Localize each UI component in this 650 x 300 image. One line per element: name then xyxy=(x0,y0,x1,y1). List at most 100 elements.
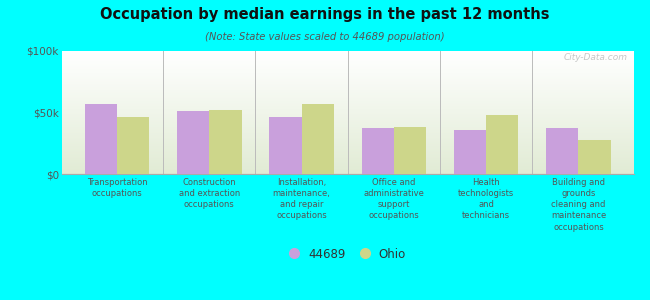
Bar xyxy=(62,104,634,105)
Bar xyxy=(62,117,634,118)
Bar xyxy=(62,161,634,162)
Bar xyxy=(62,83,634,84)
Bar xyxy=(62,154,634,155)
Bar xyxy=(62,119,634,120)
Bar xyxy=(62,107,634,108)
Bar xyxy=(62,139,634,140)
Bar xyxy=(62,59,634,60)
Bar xyxy=(62,140,634,141)
Bar xyxy=(62,148,634,149)
Bar xyxy=(62,106,634,107)
Bar xyxy=(62,82,634,83)
Bar xyxy=(394,127,426,174)
Bar xyxy=(62,102,634,103)
Bar xyxy=(62,114,634,115)
Bar xyxy=(454,130,486,174)
Bar xyxy=(62,133,634,134)
Bar xyxy=(62,67,634,68)
Bar xyxy=(62,153,634,154)
Bar xyxy=(62,70,634,71)
Bar xyxy=(62,96,634,97)
Bar xyxy=(117,117,150,174)
Bar xyxy=(209,110,242,174)
Bar xyxy=(62,147,634,148)
Bar xyxy=(62,77,634,78)
Bar xyxy=(62,52,634,53)
Text: (Note: State values scaled to 44689 population): (Note: State values scaled to 44689 popu… xyxy=(205,32,445,41)
Bar xyxy=(62,79,634,80)
Bar xyxy=(62,121,634,122)
Bar xyxy=(62,64,634,65)
Bar xyxy=(62,172,634,173)
Bar xyxy=(62,81,634,82)
Bar xyxy=(62,152,634,153)
Bar xyxy=(62,134,634,135)
Bar xyxy=(62,129,634,130)
Bar xyxy=(62,88,634,89)
Bar xyxy=(62,116,634,117)
Bar xyxy=(62,168,634,169)
Bar xyxy=(62,99,634,100)
Bar xyxy=(62,167,634,168)
Bar xyxy=(62,135,634,136)
Bar xyxy=(177,111,209,174)
Bar xyxy=(62,141,634,142)
Bar xyxy=(62,54,634,55)
Bar xyxy=(62,111,634,112)
Bar xyxy=(62,80,634,81)
Bar xyxy=(62,118,634,119)
Bar xyxy=(62,60,634,61)
Bar xyxy=(62,122,634,123)
Bar xyxy=(62,72,634,73)
Bar xyxy=(62,144,634,145)
Bar xyxy=(486,115,519,174)
Bar xyxy=(62,112,634,113)
Bar xyxy=(62,62,634,63)
Bar xyxy=(62,94,634,95)
Bar xyxy=(62,108,634,109)
Bar xyxy=(62,101,634,102)
Bar xyxy=(62,113,634,114)
Bar xyxy=(62,65,634,66)
Bar xyxy=(62,149,634,150)
Bar xyxy=(62,92,634,93)
Bar xyxy=(62,51,634,52)
Bar xyxy=(62,57,634,58)
Bar xyxy=(62,124,634,125)
Bar xyxy=(302,104,334,174)
Text: Occupation by median earnings in the past 12 months: Occupation by median earnings in the pas… xyxy=(100,8,550,22)
Bar xyxy=(62,86,634,87)
Bar xyxy=(62,97,634,98)
Bar xyxy=(62,132,634,133)
Bar xyxy=(62,69,634,70)
Bar xyxy=(62,89,634,90)
Bar xyxy=(62,159,634,160)
Bar xyxy=(62,151,634,152)
Bar xyxy=(62,105,634,106)
Bar xyxy=(62,55,634,56)
Bar xyxy=(62,61,634,62)
Bar xyxy=(62,137,634,138)
Bar xyxy=(62,163,634,164)
Bar xyxy=(62,136,634,137)
Bar xyxy=(62,150,634,151)
Bar xyxy=(62,143,634,144)
Bar xyxy=(62,115,634,116)
Bar xyxy=(62,84,634,85)
Bar xyxy=(84,104,117,174)
Bar xyxy=(62,90,634,91)
Bar xyxy=(62,85,634,86)
Bar xyxy=(62,164,634,165)
Bar xyxy=(62,128,634,129)
Bar xyxy=(62,120,634,121)
Bar xyxy=(62,76,634,77)
Bar xyxy=(62,74,634,75)
Bar xyxy=(62,169,634,170)
Bar xyxy=(62,171,634,172)
Bar xyxy=(62,162,634,163)
Bar xyxy=(361,128,394,174)
Bar xyxy=(62,146,634,147)
Bar xyxy=(62,170,634,171)
Bar xyxy=(62,68,634,69)
Bar xyxy=(546,128,578,174)
